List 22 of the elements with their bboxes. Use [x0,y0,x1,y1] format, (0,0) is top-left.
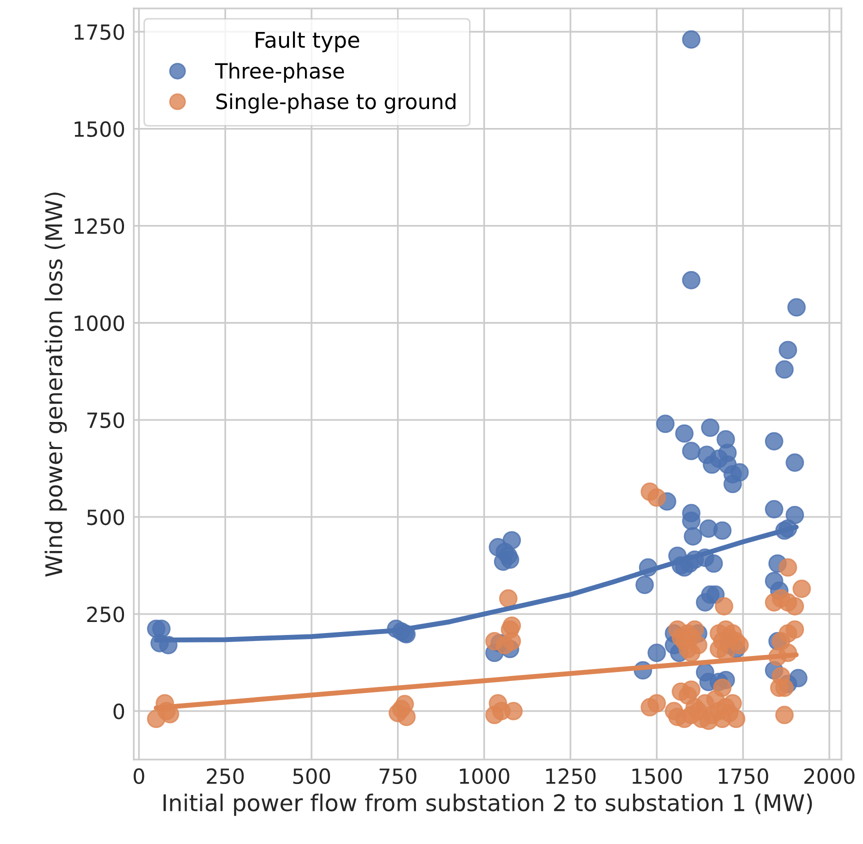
y-tick-label: 1500 [74,121,124,137]
legend-label: Three-phase [214,62,344,83]
y-tick-label: 1000 [74,315,124,332]
x-tick-label: 250 [206,768,244,784]
y-tick-label: 0 [114,704,124,720]
y-tick-label: 500 [87,509,124,526]
x-tick-label: 1750 [718,768,768,784]
legend-label: Single-phase to ground [216,93,456,114]
x-tick-label: 0 [134,768,144,784]
legend-title: Fault type [256,31,360,52]
y-tick-label: 750 [87,412,124,428]
y-tick-label: 1750 [74,24,124,40]
x-tick-label: 1500 [632,768,682,784]
y-tick-label: 1250 [74,218,124,234]
x-tick-label: 1250 [546,768,596,784]
x-tick-label: 2000 [804,768,854,784]
x-tick-label: 1000 [460,768,510,784]
y-axis-title: Wind power generation loss (MW) [44,192,67,577]
x-tick-label: 500 [293,768,330,784]
x-axis-title: Initial power flow from substation 2 to substation 1 (MW) [164,794,812,816]
x-tick-label: 750 [380,768,416,784]
y-tick-label: 250 [87,606,124,622]
